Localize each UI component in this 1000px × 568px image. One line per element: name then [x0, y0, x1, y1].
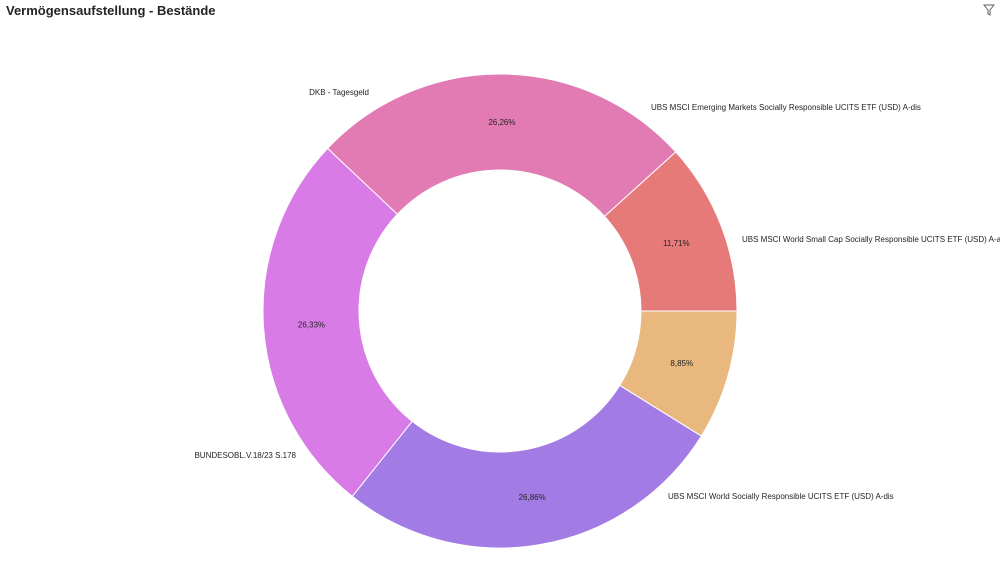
- slice-percent-label: 26,86%: [519, 493, 546, 502]
- donut-slice[interactable]: [262, 147, 413, 498]
- donut-labels: 8,85% UBS MSCI World Small Cap Socially R…: [194, 88, 1000, 502]
- donut-slice[interactable]: [351, 384, 702, 549]
- filter-icon[interactable]: [982, 3, 996, 17]
- slice-category-label: DKB - Tagesgeld: [309, 88, 369, 97]
- slice-category-label: BUNDESOBL.V.18/23 S.178: [194, 451, 296, 460]
- slice-percent-label: 8,85%: [670, 359, 693, 368]
- slice-category-label: UBS MSCI World Small Cap Socially Respon…: [742, 235, 1000, 244]
- slice-category-label: UBS MSCI Emerging Markets Socially Respo…: [651, 103, 921, 112]
- slice-category-label: UBS MSCI World Socially Responsible UCIT…: [668, 492, 894, 501]
- slice-percent-label: 26,26%: [488, 118, 515, 127]
- slice-percent-label: 26,33%: [298, 320, 325, 329]
- donut-slice[interactable]: [603, 151, 738, 312]
- donut-slices: [262, 73, 738, 549]
- donut-slice[interactable]: [326, 73, 677, 218]
- slice-percent-label: 11,71%: [663, 239, 690, 248]
- visual-title: Vermögensaufstellung - Bestände: [6, 3, 216, 18]
